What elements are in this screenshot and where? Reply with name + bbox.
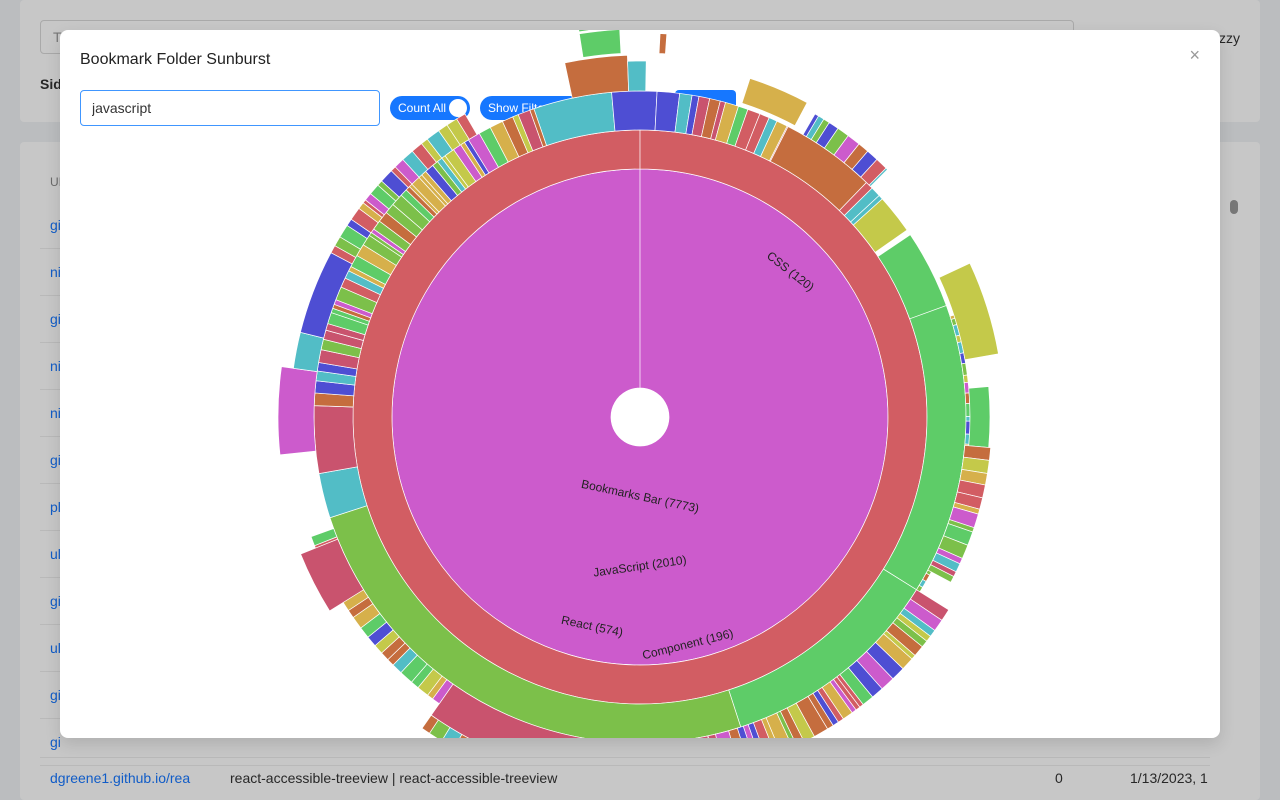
sunburst-segment[interactable] [627,60,647,92]
row-url-link[interactable]: ni [50,405,61,421]
table-row[interactable]: dgreene1.github.io/rea react-accessible-… [40,757,1210,798]
sunburst-segment[interactable] [421,714,439,734]
modal-title: Bookmark Folder Sunburst [80,51,271,68]
sunburst-segment[interactable] [963,381,970,394]
column-header-url: UI [50,175,62,189]
sunburst-segment[interactable] [578,30,622,58]
row-url-link[interactable]: pl [50,499,61,515]
row-count: 0 [1055,770,1063,786]
toggle-knob [449,99,467,117]
filter-input[interactable] [80,90,380,126]
row-title: react-accessible-treeview | react-access… [230,770,558,786]
row-url-link[interactable]: gi [50,593,61,609]
count-all-label: Count All [398,101,447,115]
sunburst-segment[interactable] [741,77,808,127]
sunburst-segment[interactable] [707,735,716,738]
sunburst-segment[interactable] [277,366,318,456]
sunburst-center[interactable] [611,388,669,446]
row-url-link[interactable]: gi [50,452,61,468]
sunburst-chart[interactable]: Bookmarks Bar (7773)JavaScript (2010)CSS… [60,30,1220,738]
sunburst-segment[interactable] [938,262,999,361]
sunburst-segment[interactable] [852,198,908,253]
sunburst-segment[interactable] [965,403,971,417]
scrollbar-thumb[interactable] [1230,200,1238,214]
sunburst-segment[interactable] [310,528,338,547]
sunburst-segment[interactable] [850,194,883,226]
sunburst-segment[interactable] [927,564,955,583]
row-url-link[interactable]: gi [50,687,61,703]
row-url-link[interactable]: ul [50,640,61,656]
close-icon[interactable]: × [1189,45,1200,65]
sunburst-segment[interactable] [658,33,668,55]
table-row[interactable]: gi [40,719,1210,766]
sunburst-segment[interactable] [611,90,658,132]
sunburst-segment[interactable] [968,386,991,448]
sunburst-modal: Bookmark Folder Sunburst × Count All Sho… [60,30,1220,738]
count-all-toggle[interactable]: Count All [390,96,470,120]
sunburst-segment[interactable] [877,234,947,320]
user-name[interactable]: zzy [1219,30,1240,46]
row-url-link[interactable]: dgreene1.github.io/rea [50,770,191,786]
sunburst-segment[interactable] [868,167,888,187]
row-url-link[interactable]: ni [50,264,61,280]
sunburst-segment[interactable] [300,538,365,612]
sunburst-segment[interactable] [576,30,606,33]
row-url-link[interactable]: ul [50,546,61,562]
row-url-link[interactable]: gi [50,217,61,233]
sunburst-segment[interactable] [313,405,358,475]
row-date: 1/13/2023, 1 [1130,770,1208,786]
section-title: Sid [40,76,62,92]
sunburst-segment[interactable] [456,113,478,140]
row-url-link[interactable]: ni [50,358,61,374]
row-url-link[interactable]: gi [50,734,61,750]
sunburst-segment[interactable] [529,108,548,148]
sunburst-segment[interactable] [769,125,789,162]
sunburst-segment[interactable] [965,416,971,422]
sunburst-segment[interactable] [962,374,969,384]
sunburst-segment[interactable] [564,54,629,99]
row-url-link[interactable]: gi [50,311,61,327]
